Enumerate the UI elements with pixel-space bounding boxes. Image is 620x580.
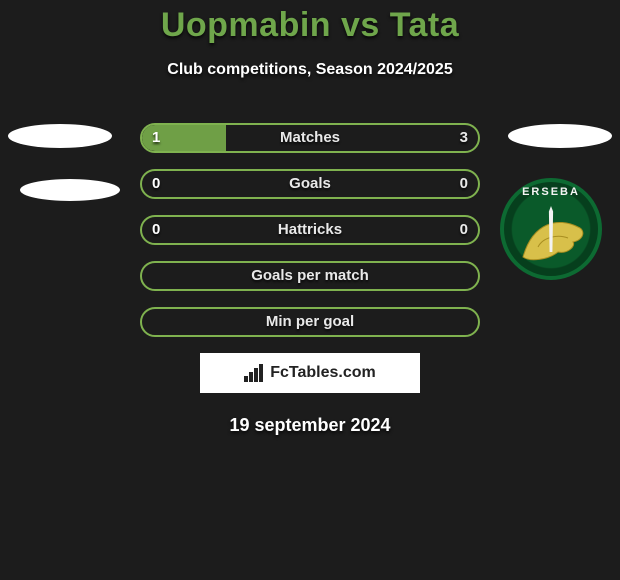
brand-inner: FcTables.com [244, 364, 376, 382]
bars-icon [244, 364, 266, 382]
player-right-mark [508, 124, 612, 148]
stat-right-value: 0 [460, 171, 468, 197]
stat-row-matches: 1 Matches 3 [140, 123, 480, 153]
stat-label: Min per goal [142, 309, 478, 335]
crocodile-icon [518, 212, 588, 262]
subtitle: Club competitions, Season 2024/2025 [0, 61, 620, 79]
player-left-mark-1 [8, 124, 112, 148]
club-badge: ERSEBA [500, 178, 602, 280]
stat-row-hattricks: 0 Hattricks 0 [140, 215, 480, 245]
stat-row-min-per-goal: Min per goal [140, 307, 480, 337]
stat-row-goals-per-match: Goals per match [140, 261, 480, 291]
stat-label: Goals per match [142, 263, 478, 289]
stat-label: Matches [142, 125, 478, 151]
stat-right-value: 3 [460, 125, 468, 151]
player-left-mark-2 [20, 179, 120, 201]
brand-text: FcTables.com [270, 364, 376, 382]
club-badge-text: ERSEBA [504, 186, 598, 198]
stat-label: Goals [142, 171, 478, 197]
stat-row-goals: 0 Goals 0 [140, 169, 480, 199]
comparison-card: Uopmabin vs Tata Club competitions, Seas… [0, 0, 620, 436]
stat-right-value: 0 [460, 217, 468, 243]
date-text: 19 september 2024 [0, 415, 620, 436]
brand-box[interactable]: FcTables.com [200, 353, 420, 393]
page-title: Uopmabin vs Tata [0, 6, 620, 45]
stat-label: Hattricks [142, 217, 478, 243]
